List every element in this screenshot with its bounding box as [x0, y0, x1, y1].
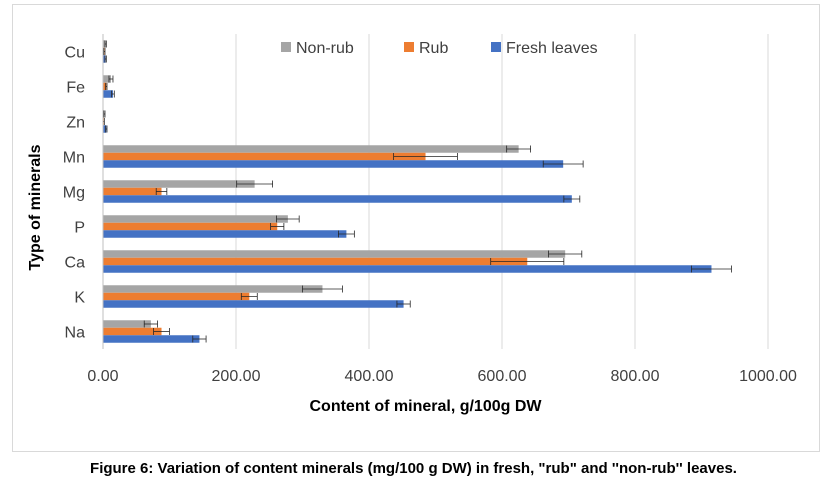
- bar: [103, 335, 200, 343]
- error-bar: [153, 328, 170, 335]
- error-bar: [276, 215, 300, 223]
- error-bar: [108, 75, 114, 83]
- error-bar: [396, 300, 411, 308]
- error-bar: [104, 40, 107, 48]
- bar: [103, 250, 566, 258]
- legend-label: Rub: [419, 40, 448, 57]
- error-bar: [143, 320, 158, 328]
- error-bar: [104, 55, 107, 63]
- bar: [103, 40, 106, 48]
- error-bar: [393, 153, 458, 160]
- error-bar: [691, 265, 732, 273]
- bar: [103, 180, 255, 188]
- bars: [103, 40, 712, 343]
- error-bar: [548, 250, 583, 258]
- error-bar: [103, 48, 106, 55]
- legend-swatch: [491, 42, 501, 52]
- x-tick-label: 0.00: [87, 368, 118, 385]
- legend-swatch: [404, 42, 414, 52]
- y-tick-label: Na: [65, 325, 86, 342]
- error-bar: [302, 285, 343, 293]
- bar: [103, 195, 572, 203]
- y-tick-label: Fe: [66, 80, 85, 97]
- figure-caption: Figure 6: Variation of content minerals …: [90, 460, 737, 477]
- bar: [103, 75, 111, 83]
- y-tick-label: Mg: [63, 185, 85, 202]
- bar: [103, 257, 528, 266]
- x-tick-label: 800.00: [611, 368, 660, 385]
- error-bar: [490, 258, 565, 265]
- x-tick-label: 200.00: [212, 368, 261, 385]
- bar: [103, 125, 107, 133]
- y-tick-label: Cu: [65, 45, 85, 62]
- bar: [103, 187, 162, 196]
- error-bar: [240, 293, 258, 300]
- legend-label: Fresh leaves: [506, 40, 598, 57]
- legend-label: Non-rub: [296, 40, 354, 57]
- legend: Non-rub Rub Fresh leaves: [281, 40, 598, 57]
- bar: [103, 292, 250, 301]
- bar: [103, 265, 712, 273]
- error-bar: [105, 125, 108, 133]
- error-bar: [103, 110, 106, 118]
- y-axis-title: Type of minerals: [27, 144, 44, 270]
- axes: 0.00 200.00 400.00 600.00 800.00 1000.00 Na K Ca…: [63, 34, 797, 385]
- error-bar: [563, 195, 581, 203]
- bar: [103, 82, 107, 91]
- error-bars: [102, 40, 732, 343]
- x-tick-label: 400.00: [345, 368, 394, 385]
- bar-chart: 0.00 200.00 400.00 600.00 800.00 1000.00 Na K Ca…: [27, 34, 797, 415]
- x-tick-label: 1000.00: [739, 368, 797, 385]
- legend-swatch: [281, 42, 291, 52]
- error-bar: [192, 335, 207, 343]
- error-bar: [236, 180, 273, 188]
- bar: [103, 222, 278, 231]
- error-bar: [270, 223, 285, 230]
- error-bar: [105, 83, 108, 90]
- bar: [103, 320, 151, 328]
- bar: [103, 90, 113, 98]
- bar: [103, 300, 404, 308]
- error-bar: [542, 160, 584, 168]
- bar: [103, 152, 426, 161]
- chart-frame: 0.00 200.00 400.00 600.00 800.00 1000.00 Na K Ca…: [12, 4, 820, 452]
- bar: [103, 230, 347, 238]
- bar: [103, 285, 323, 293]
- error-bar: [111, 90, 115, 98]
- bar: [103, 327, 162, 336]
- bar: [103, 55, 106, 63]
- error-bar: [506, 145, 531, 153]
- y-tick-label: P: [74, 220, 85, 237]
- y-tick-label: Zn: [66, 115, 85, 132]
- x-axis-title: Content of mineral, g/100g DW: [309, 398, 542, 415]
- bar: [103, 215, 288, 223]
- y-tick-label: K: [74, 290, 85, 307]
- y-tick-label: Mn: [63, 150, 85, 167]
- y-tick-label: Ca: [65, 255, 86, 272]
- bar: [103, 160, 564, 168]
- bar: [103, 145, 519, 153]
- error-bar: [155, 188, 168, 195]
- error-bar: [338, 230, 355, 238]
- x-tick-label: 600.00: [478, 368, 527, 385]
